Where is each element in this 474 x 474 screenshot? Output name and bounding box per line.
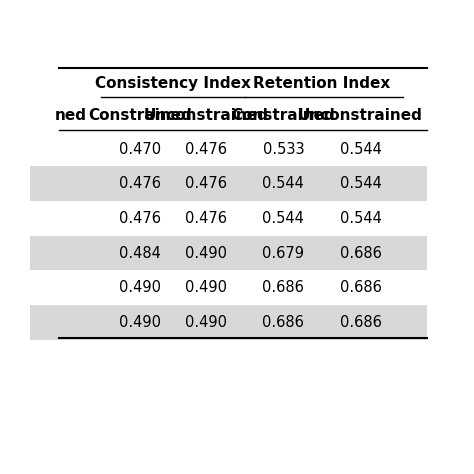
Bar [30, 305, 427, 340]
Text: 0.533: 0.533 [263, 142, 304, 156]
Text: 0.484: 0.484 [119, 246, 161, 261]
Text: 0.490: 0.490 [119, 315, 161, 330]
Text: 0.476: 0.476 [185, 211, 227, 226]
Text: 0.490: 0.490 [185, 315, 227, 330]
Text: Consistency Index: Consistency Index [95, 76, 251, 91]
Text: Constrained: Constrained [88, 108, 192, 123]
Text: 0.679: 0.679 [262, 246, 304, 261]
Text: Constrained: Constrained [231, 108, 335, 123]
Text: 0.490: 0.490 [185, 280, 227, 295]
Text: Unconstrained: Unconstrained [144, 108, 269, 123]
Text: 0.476: 0.476 [119, 211, 161, 226]
Text: 0.476: 0.476 [185, 176, 227, 191]
Text: 0.686: 0.686 [263, 315, 304, 330]
Text: 0.686: 0.686 [339, 280, 382, 295]
Text: 0.686: 0.686 [339, 315, 382, 330]
Text: 0.476: 0.476 [119, 176, 161, 191]
Text: 0.686: 0.686 [263, 280, 304, 295]
Text: Unconstrained: Unconstrained [298, 108, 423, 123]
Text: 0.544: 0.544 [339, 211, 382, 226]
Text: 0.544: 0.544 [263, 211, 304, 226]
Text: 0.544: 0.544 [339, 176, 382, 191]
Text: 0.490: 0.490 [119, 280, 161, 295]
Bar [30, 236, 427, 270]
Text: Retention Index: Retention Index [253, 76, 391, 91]
Text: 0.544: 0.544 [339, 142, 382, 156]
Text: 0.476: 0.476 [185, 142, 227, 156]
Text: 0.686: 0.686 [339, 246, 382, 261]
Text: 0.470: 0.470 [119, 142, 161, 156]
Bar [30, 166, 427, 201]
Text: 0.544: 0.544 [263, 176, 304, 191]
Text: ned: ned [54, 108, 86, 123]
Text: 0.490: 0.490 [185, 246, 227, 261]
